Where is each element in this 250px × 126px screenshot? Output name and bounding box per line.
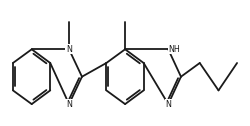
Text: NH: NH bbox=[168, 45, 180, 54]
Text: N: N bbox=[165, 100, 171, 109]
Text: N: N bbox=[66, 45, 72, 54]
Text: N: N bbox=[66, 100, 72, 109]
